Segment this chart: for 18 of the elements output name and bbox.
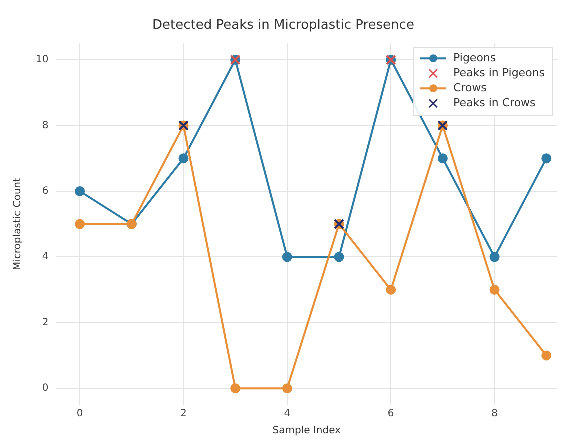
chart-title: Detected Peaks in Microplastic Presence — [152, 18, 414, 34]
x-tick-label: 2 — [180, 408, 187, 420]
x-tick-label: 6 — [388, 408, 394, 420]
y-tick-label: 10 — [36, 54, 49, 66]
y-tick-label: 2 — [42, 317, 49, 328]
legend-label: Peaks in Pigeons — [454, 66, 546, 80]
x-tick-label: 4 — [284, 408, 291, 420]
y-tick-label: 8 — [42, 120, 49, 132]
x-tick-label: 8 — [492, 408, 498, 420]
x-tick-label: 0 — [76, 408, 84, 420]
y-axis-title: Microplastic Count — [12, 178, 24, 271]
y-tick-label: 6 — [42, 186, 49, 198]
legend-label: Crows — [454, 81, 488, 94]
y-tick-label: 0 — [42, 383, 49, 394]
y-tick-label: 4 — [42, 252, 49, 263]
legend-label: Pigeons — [454, 51, 496, 64]
x-axis-title: Sample Index — [272, 426, 342, 437]
legend-label: Peaks in Crows — [454, 96, 536, 110]
